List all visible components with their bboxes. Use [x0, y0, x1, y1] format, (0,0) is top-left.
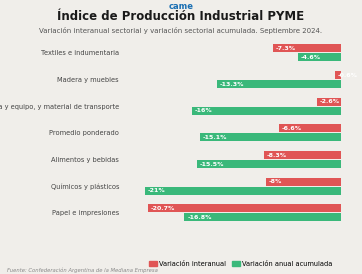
Text: -15.5%: -15.5% [199, 162, 224, 167]
Bar [217, 80, 341, 88]
Text: -8%: -8% [269, 179, 282, 184]
Bar [200, 133, 341, 141]
Text: -0.6%: -0.6% [338, 73, 358, 78]
Bar [266, 178, 341, 186]
Text: Fuente: Confederación Argentina de la Mediana Empresa: Fuente: Confederación Argentina de la Me… [7, 267, 158, 273]
Bar [145, 187, 341, 195]
Text: came: came [168, 2, 194, 11]
Bar [197, 160, 341, 168]
Text: -21%: -21% [148, 188, 166, 193]
Bar [264, 151, 341, 159]
Bar [298, 53, 341, 61]
Text: -13.3%: -13.3% [220, 82, 244, 87]
Bar [317, 98, 341, 106]
Text: -2.6%: -2.6% [319, 99, 340, 104]
Bar [184, 213, 341, 221]
Bar [148, 204, 341, 212]
Bar [192, 107, 341, 115]
Legend: Variación interanual, Variación anual acumulada: Variación interanual, Variación anual ac… [146, 258, 336, 270]
Bar [335, 71, 341, 79]
Bar [273, 44, 341, 52]
Text: -16.8%: -16.8% [187, 215, 212, 220]
Text: -6.6%: -6.6% [282, 126, 302, 131]
Text: -20.7%: -20.7% [151, 206, 175, 211]
Text: -8.3%: -8.3% [266, 153, 286, 158]
Text: -15.1%: -15.1% [203, 135, 228, 140]
Text: Variación interanual sectorial y variación sectorial acumulada. Septiembre 2024.: Variación interanual sectorial y variaci… [39, 27, 323, 35]
Bar [279, 124, 341, 132]
Text: -16%: -16% [195, 108, 212, 113]
Text: Índice de Producción Industrial PYME: Índice de Producción Industrial PYME [58, 10, 304, 22]
Text: -7.3%: -7.3% [275, 46, 296, 51]
Text: -4.6%: -4.6% [301, 55, 321, 60]
